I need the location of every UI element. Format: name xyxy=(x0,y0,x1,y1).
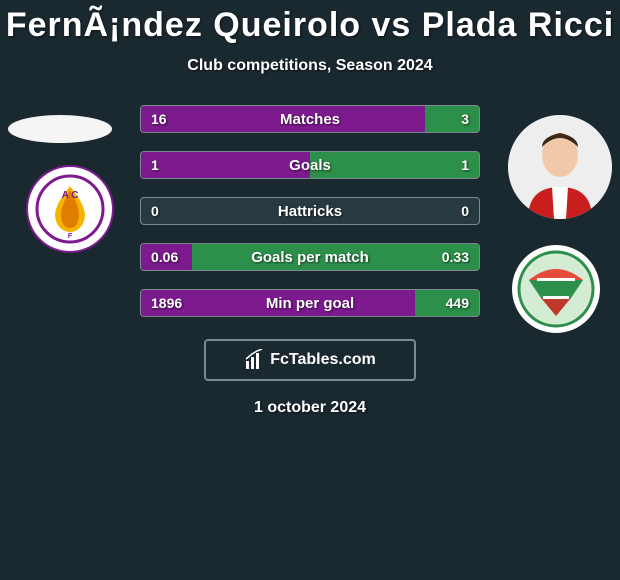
comparison-content: A C F 16Matches3 1Goals1 0Hattricks0 0.06Go… xyxy=(0,105,620,455)
bar-fill-right xyxy=(310,152,479,178)
fenix-badge-icon: A C F xyxy=(35,174,105,244)
brand-label: FcTables.com xyxy=(270,351,376,369)
stat-label: Hattricks xyxy=(141,198,479,224)
page-title: FernÃ¡ndez Queirolo vs Plada Ricci xyxy=(0,6,620,45)
bar-fill-left xyxy=(141,290,415,316)
brand-box[interactable]: FcTables.com xyxy=(204,339,416,381)
player-right-avatar xyxy=(508,115,612,219)
stat-bars: 16Matches3 1Goals1 0Hattricks0 0.06Goals pe… xyxy=(140,105,480,335)
club-right-badge xyxy=(512,245,600,333)
bar-fill-left xyxy=(141,106,425,132)
stat-row: 0Hattricks0 xyxy=(140,197,480,225)
player-left-avatar xyxy=(8,115,112,143)
stat-row: 1896Min per goal449 xyxy=(140,289,480,317)
club-left-badge: A C F xyxy=(26,165,114,253)
bar-fill-left xyxy=(141,244,192,270)
stat-row: 1Goals1 xyxy=(140,151,480,179)
header: FernÃ¡ndez Queirolo vs Plada Ricci Club … xyxy=(0,0,620,75)
player-portrait-icon xyxy=(508,115,612,219)
svg-text:A C: A C xyxy=(62,190,79,201)
stat-row: 16Matches3 xyxy=(140,105,480,133)
bar-fill-right xyxy=(425,106,479,132)
page-subtitle: Club competitions, Season 2024 xyxy=(0,57,620,75)
date-label: 1 october 2024 xyxy=(0,399,620,417)
bar-fill-right xyxy=(192,244,479,270)
bar-chart-icon xyxy=(244,349,266,371)
stat-value-right: 0 xyxy=(461,198,469,224)
stat-value-left: 0 xyxy=(151,198,159,224)
rampla-badge-icon xyxy=(517,250,595,328)
bar-fill-left xyxy=(141,152,310,178)
stat-row: 0.06Goals per match0.33 xyxy=(140,243,480,271)
svg-text:F: F xyxy=(68,233,73,240)
bar-fill-right xyxy=(415,290,479,316)
